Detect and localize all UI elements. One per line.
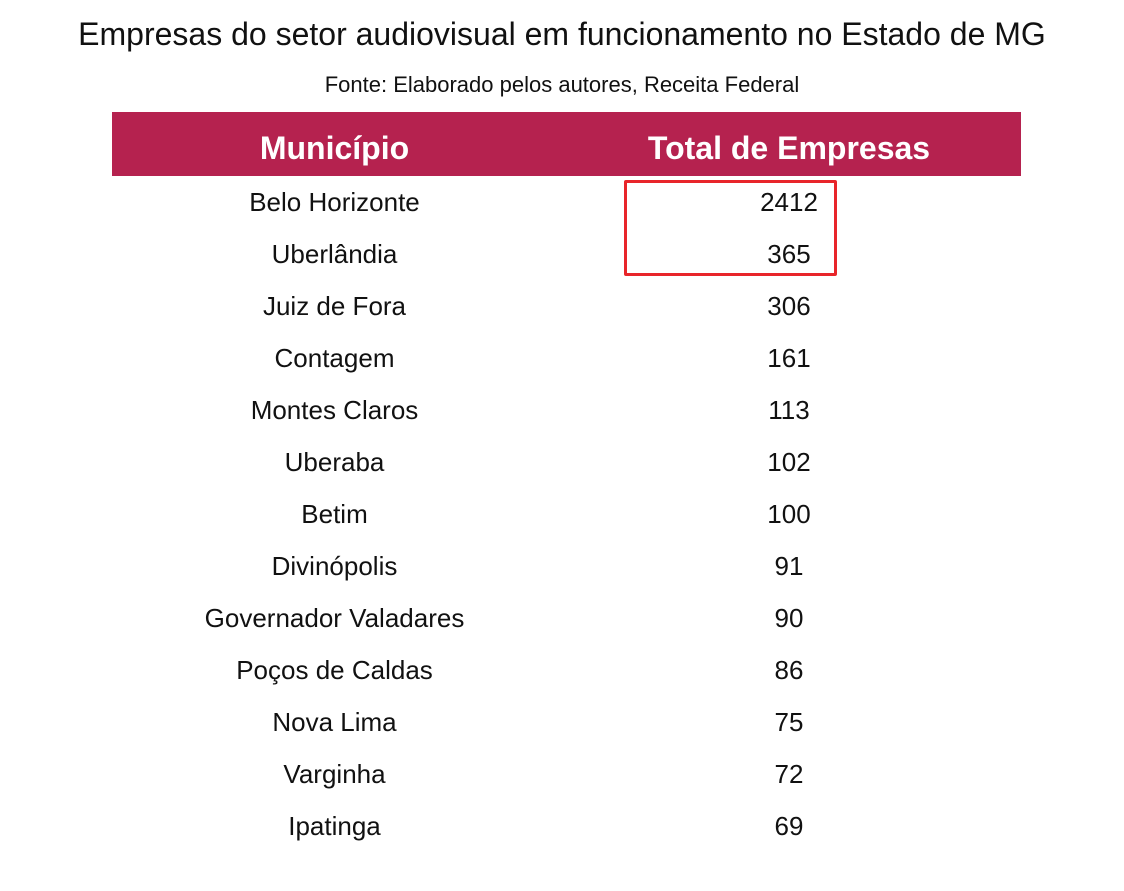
cell-municipio: Belo Horizonte <box>249 186 420 217</box>
cell-municipio: Divinópolis <box>271 550 398 581</box>
cell-municipio: Varginha <box>283 758 386 789</box>
cell-total: 69 <box>774 810 804 841</box>
cell-total: 306 <box>767 290 811 321</box>
cell-total: 91 <box>774 550 804 581</box>
table-row: Nova Lima 75 <box>112 696 1021 748</box>
table-row: Juiz de Fora 306 <box>112 280 1021 332</box>
cell-municipio: Contagem <box>274 342 395 373</box>
cell-municipio: Uberaba <box>284 446 385 477</box>
cell-municipio: Governador Valadares <box>204 602 465 633</box>
cell-total: 102 <box>767 446 811 477</box>
data-table: Município Total de Empresas Belo Horizon… <box>112 112 1021 852</box>
cell-total: 75 <box>774 706 804 737</box>
table-body: Belo Horizonte 2412 Uberlândia 365 Juiz … <box>112 176 1021 852</box>
table-row: Contagem 161 <box>112 332 1021 384</box>
cell-total: 161 <box>767 342 811 373</box>
chart-title: Empresas do setor audiovisual em funcion… <box>78 16 1046 52</box>
cell-total: 2412 <box>760 186 818 217</box>
table-row: Montes Claros 113 <box>112 384 1021 436</box>
cell-total: 365 <box>767 238 811 269</box>
highlight-box <box>624 180 837 276</box>
cell-municipio: Uberlândia <box>271 238 398 269</box>
cell-municipio: Juiz de Fora <box>262 290 407 321</box>
cell-total: 100 <box>767 498 811 529</box>
header-total-empresas: Total de Empresas <box>647 130 931 166</box>
table-row: Ipatinga 69 <box>112 800 1021 852</box>
table-header: Município Total de Empresas <box>112 112 1021 176</box>
header-municipio: Município <box>259 130 410 166</box>
table-row: Betim 100 <box>112 488 1021 540</box>
chart-subtitle: Fonte: Elaborado pelos autores, Receita … <box>324 72 800 97</box>
cell-municipio: Betim <box>301 498 368 529</box>
table-row: Varginha 72 <box>112 748 1021 800</box>
table-row: Belo Horizonte 2412 <box>112 176 1021 228</box>
cell-total: 90 <box>774 602 804 633</box>
cell-total: 113 <box>768 394 810 425</box>
table-row: Divinópolis 91 <box>112 540 1021 592</box>
table-row: Uberlândia 365 <box>112 228 1021 280</box>
cell-total: 72 <box>774 758 804 789</box>
cell-municipio: Montes Claros <box>250 394 419 425</box>
cell-total: 86 <box>774 654 804 685</box>
cell-municipio: Poços de Caldas <box>236 654 433 685</box>
cell-municipio: Ipatinga <box>288 810 381 841</box>
table-row: Governador Valadares 90 <box>112 592 1021 644</box>
table-row: Poços de Caldas 86 <box>112 644 1021 696</box>
cell-municipio: Nova Lima <box>272 706 397 737</box>
table-row: Uberaba 102 <box>112 436 1021 488</box>
